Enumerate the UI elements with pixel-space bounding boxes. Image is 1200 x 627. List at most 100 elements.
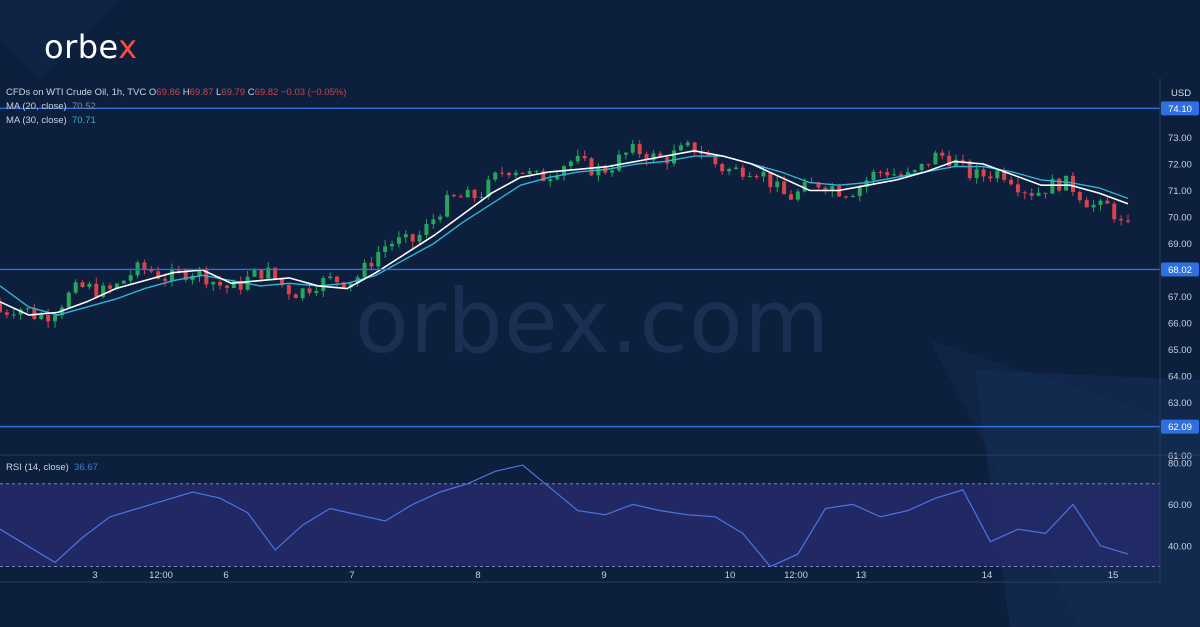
candle-body bbox=[410, 234, 415, 242]
candle-body bbox=[46, 315, 51, 322]
orbex-logo: orbex bbox=[44, 28, 138, 66]
chart-legend: CFDs on WTI Crude Oil, 1h, TVC O69.86 H6… bbox=[6, 86, 346, 128]
candle-body bbox=[610, 170, 615, 173]
candle-body bbox=[837, 186, 842, 197]
candle-body bbox=[637, 143, 642, 155]
candle-body bbox=[795, 191, 800, 200]
candle-body bbox=[692, 142, 697, 153]
candle-body bbox=[981, 169, 986, 177]
candle-body bbox=[142, 262, 147, 269]
candle-body bbox=[197, 268, 202, 276]
candle-body bbox=[878, 171, 883, 173]
candle-body bbox=[1009, 179, 1014, 185]
candle-body bbox=[341, 282, 346, 288]
price-tick-label: 72.00 bbox=[1168, 160, 1192, 171]
candle-body bbox=[101, 285, 106, 297]
symbol-label: CFDs on WTI Crude Oil, 1h, TVC bbox=[6, 87, 147, 98]
candle-body bbox=[94, 283, 99, 297]
time-tick-label: 7 bbox=[349, 570, 354, 581]
ma30-value: 70.71 bbox=[72, 115, 96, 126]
time-axis: 3 12:00 6 7 8 9 10 12:00 13 14 15 bbox=[92, 570, 1118, 581]
candle-body bbox=[0, 301, 2, 313]
rsi-pane bbox=[0, 464, 1160, 568]
candle-body bbox=[974, 169, 979, 179]
currency-label: USD bbox=[1171, 88, 1192, 99]
candle-body bbox=[121, 280, 126, 284]
candle-body bbox=[1015, 184, 1020, 193]
price-tick-label: 73.00 bbox=[1168, 133, 1192, 144]
candle-body bbox=[431, 219, 436, 225]
candle-body bbox=[699, 152, 704, 154]
candle-body bbox=[32, 308, 37, 320]
candle-body bbox=[892, 174, 897, 176]
candle-body bbox=[995, 170, 1000, 179]
candle-body bbox=[617, 154, 622, 171]
candle-body bbox=[940, 152, 945, 156]
candle-body bbox=[417, 234, 422, 242]
candle-body bbox=[176, 269, 181, 271]
candle-body bbox=[1043, 192, 1048, 194]
time-tick-label: 15 bbox=[1108, 570, 1119, 581]
candle-body bbox=[871, 171, 876, 181]
candle-body bbox=[424, 224, 429, 235]
candle-body bbox=[747, 175, 752, 177]
candle-body bbox=[369, 262, 374, 267]
candle-body bbox=[506, 172, 511, 176]
candle-body bbox=[685, 142, 690, 146]
candle-body bbox=[1126, 220, 1130, 222]
candle-body bbox=[266, 267, 271, 279]
candle-body bbox=[733, 167, 738, 169]
candle-body bbox=[919, 163, 924, 171]
candle-body bbox=[486, 179, 491, 197]
price-tick-label: 65.00 bbox=[1168, 345, 1192, 356]
candle-body bbox=[706, 153, 711, 156]
ohlc-key: H bbox=[180, 87, 190, 98]
level-tag bbox=[1161, 262, 1199, 277]
time-tick-label: 12:00 bbox=[149, 570, 173, 581]
candle-body bbox=[383, 246, 388, 252]
candle-body bbox=[988, 176, 993, 179]
candle-body bbox=[933, 152, 938, 165]
candle-body bbox=[623, 152, 628, 155]
candle-body bbox=[954, 159, 959, 166]
candle-body bbox=[678, 145, 683, 151]
price-tick-label: 70.00 bbox=[1168, 213, 1192, 224]
candle-body bbox=[293, 294, 298, 299]
rsi-tick-label: 40.00 bbox=[1168, 541, 1192, 552]
candle-body bbox=[651, 153, 656, 161]
candle-body bbox=[823, 187, 828, 192]
candle-body bbox=[300, 288, 305, 299]
candle-body bbox=[850, 196, 855, 198]
time-tick-label: 10 bbox=[725, 570, 736, 581]
candle-body bbox=[231, 281, 236, 289]
rsi-line bbox=[0, 464, 1129, 568]
candle-body bbox=[156, 271, 161, 279]
candle-body bbox=[520, 172, 525, 175]
candle-body bbox=[114, 283, 119, 289]
candle-body bbox=[218, 281, 223, 286]
ohlc-key: L bbox=[213, 87, 222, 98]
price-axis: 73.0072.0071.0070.0069.0068.0067.0066.00… bbox=[1168, 133, 1192, 552]
candle-body bbox=[768, 171, 773, 188]
time-tick-label: 6 bbox=[223, 570, 228, 581]
time-tick-label: 9 bbox=[601, 570, 606, 581]
time-tick-label: 13 bbox=[856, 570, 867, 581]
candle-body bbox=[376, 251, 381, 267]
ma30-label: MA (30, close) bbox=[6, 115, 67, 126]
candle-body bbox=[527, 171, 532, 175]
candle-body bbox=[335, 276, 340, 283]
candle-body bbox=[438, 216, 443, 220]
rsi-tick-label: 80.00 bbox=[1168, 459, 1192, 470]
candle-body bbox=[273, 267, 278, 279]
candle-body bbox=[493, 172, 498, 180]
candle-body bbox=[348, 283, 353, 288]
candle-body bbox=[568, 161, 573, 167]
price-tick-label: 67.00 bbox=[1168, 292, 1192, 303]
candle-body bbox=[87, 283, 92, 287]
candle-body bbox=[25, 308, 30, 310]
candle-body bbox=[169, 269, 174, 281]
candle-body bbox=[720, 164, 725, 172]
price-tick-label: 66.00 bbox=[1168, 319, 1192, 330]
candlesticks bbox=[0, 139, 1130, 328]
